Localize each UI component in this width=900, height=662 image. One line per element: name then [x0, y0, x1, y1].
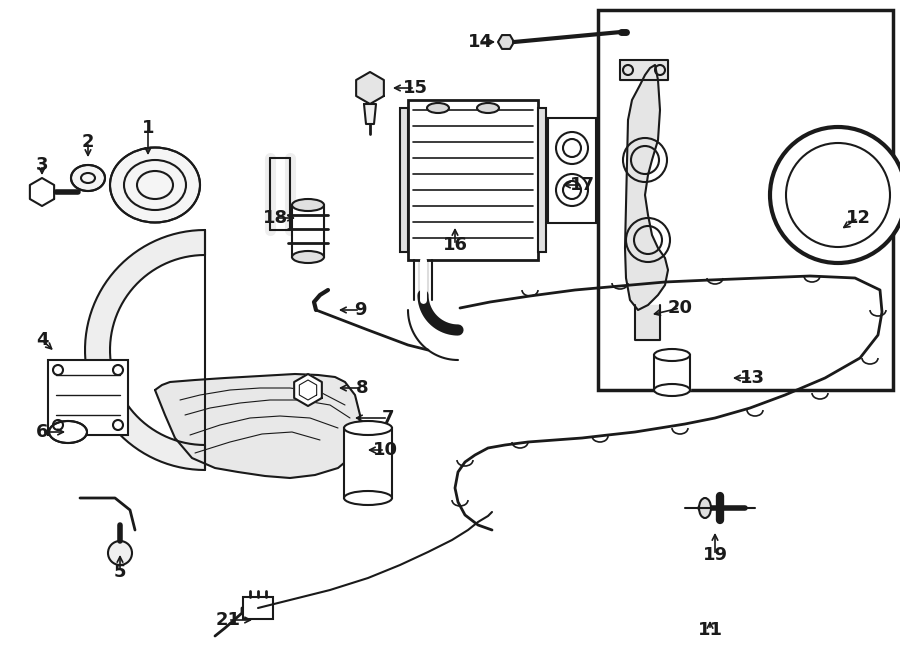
- Text: 21: 21: [215, 611, 240, 629]
- Polygon shape: [292, 205, 324, 257]
- Bar: [400, 108, 408, 252]
- Ellipse shape: [427, 103, 449, 113]
- Polygon shape: [620, 60, 668, 80]
- Text: 16: 16: [443, 236, 467, 254]
- Polygon shape: [48, 360, 128, 435]
- Text: 9: 9: [354, 301, 366, 319]
- Text: 14: 14: [467, 33, 492, 51]
- Text: 11: 11: [698, 621, 723, 639]
- Bar: [654, 355, 690, 390]
- Polygon shape: [654, 355, 690, 390]
- Polygon shape: [498, 35, 514, 49]
- Text: 12: 12: [845, 209, 870, 227]
- Ellipse shape: [292, 251, 324, 263]
- Ellipse shape: [71, 165, 105, 191]
- Text: 6: 6: [36, 423, 49, 441]
- Text: 15: 15: [402, 79, 428, 97]
- Circle shape: [770, 127, 900, 263]
- Polygon shape: [294, 374, 322, 406]
- Circle shape: [108, 541, 132, 565]
- Bar: [243, 597, 273, 619]
- Polygon shape: [625, 65, 668, 310]
- Bar: [408, 100, 538, 260]
- Bar: [292, 205, 324, 257]
- Text: 10: 10: [373, 441, 398, 459]
- Text: 8: 8: [356, 379, 368, 397]
- Bar: [48, 360, 128, 435]
- Ellipse shape: [292, 199, 324, 211]
- Polygon shape: [85, 230, 205, 470]
- Text: 5: 5: [113, 563, 126, 581]
- Text: 7: 7: [382, 409, 394, 427]
- Ellipse shape: [344, 421, 392, 435]
- Polygon shape: [30, 178, 54, 206]
- Bar: [598, 10, 893, 390]
- Text: 3: 3: [36, 156, 49, 174]
- Bar: [538, 108, 546, 252]
- Ellipse shape: [477, 103, 499, 113]
- Polygon shape: [344, 428, 392, 498]
- Polygon shape: [155, 374, 360, 478]
- Text: 20: 20: [668, 299, 692, 317]
- Ellipse shape: [344, 491, 392, 505]
- Text: 4: 4: [36, 331, 49, 349]
- Polygon shape: [356, 72, 384, 104]
- Ellipse shape: [49, 421, 87, 443]
- Ellipse shape: [654, 349, 690, 361]
- Text: 13: 13: [740, 369, 764, 387]
- Text: 17: 17: [570, 176, 595, 194]
- Ellipse shape: [699, 498, 711, 518]
- Text: 1: 1: [142, 119, 154, 137]
- Polygon shape: [364, 104, 376, 124]
- Text: 18: 18: [263, 209, 288, 227]
- Ellipse shape: [654, 384, 690, 396]
- Text: 2: 2: [82, 133, 94, 151]
- Ellipse shape: [110, 148, 200, 222]
- Polygon shape: [635, 305, 660, 340]
- Bar: [548, 118, 596, 223]
- Text: 19: 19: [703, 546, 727, 564]
- Bar: [344, 428, 392, 498]
- Polygon shape: [408, 100, 538, 260]
